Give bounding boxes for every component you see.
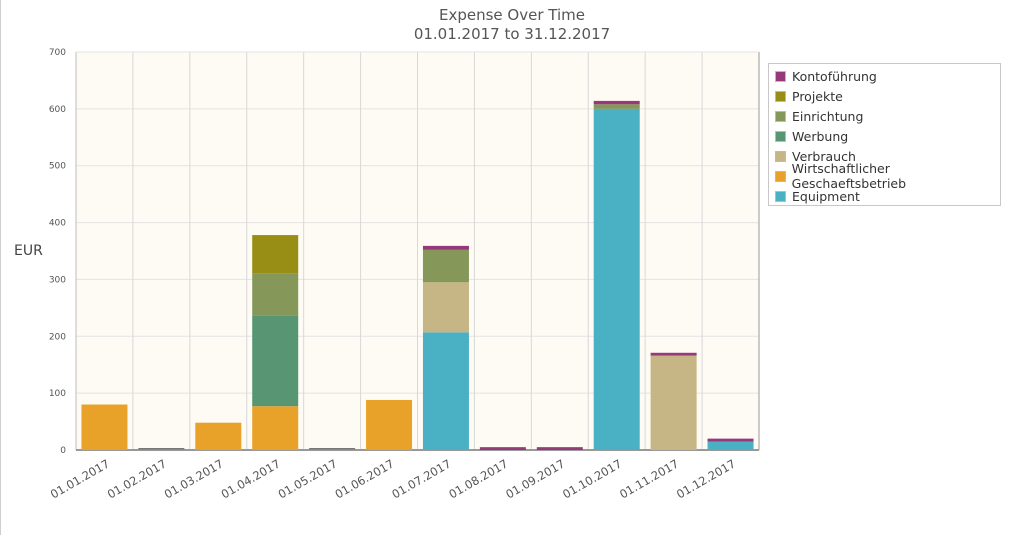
y-axis-label: EUR xyxy=(14,243,43,259)
legend-label: Werbung xyxy=(792,128,849,144)
bar-segment xyxy=(707,441,754,450)
bar-segment xyxy=(536,447,583,450)
legend-label: Kontoführung xyxy=(792,68,877,84)
bar-segment xyxy=(650,352,697,356)
bar-segment xyxy=(650,355,697,450)
bar-segment xyxy=(252,273,299,316)
bar-segment xyxy=(707,438,754,442)
chart-title-line1: Expense Over Time xyxy=(439,6,585,24)
legend-label: Projekte xyxy=(792,88,843,104)
legend-swatch xyxy=(775,110,786,122)
bar-segment xyxy=(422,282,469,333)
legend-item: Verbrauch xyxy=(775,146,1000,166)
y-tick-label: 700 xyxy=(49,48,66,58)
bar-segment xyxy=(252,315,299,407)
legend-item: Werbung xyxy=(775,126,1000,146)
bar-segment xyxy=(593,104,640,109)
x-tick-label: 01.07.2017 xyxy=(389,456,453,501)
legend-swatch xyxy=(775,130,786,142)
x-tick-label: 01.03.2017 xyxy=(162,456,226,501)
x-tick-label: 01.10.2017 xyxy=(560,456,624,501)
bar-segment xyxy=(366,399,413,450)
bar-segment xyxy=(252,406,299,450)
chart-title: Expense Over Time 01.01.2017 to 31.12.20… xyxy=(62,6,962,44)
legend-item: Kontoführung xyxy=(775,66,1000,86)
bar-segment xyxy=(422,332,469,450)
legend-item: Einrichtung xyxy=(775,106,1000,126)
legend-item: Equipment xyxy=(775,186,1000,206)
y-tick-label: 500 xyxy=(49,162,66,172)
legend-swatch xyxy=(775,190,786,202)
legend-label: Einrichtung xyxy=(792,108,864,124)
bar-empty xyxy=(138,448,185,450)
y-tick-label: 600 xyxy=(49,105,66,115)
legend-swatch xyxy=(775,70,786,82)
bar-segment xyxy=(479,447,526,450)
y-tick-label: 300 xyxy=(49,275,66,285)
x-tick-label: 01.01.2017 xyxy=(48,456,112,501)
x-tick-label: 01.12.2017 xyxy=(674,456,738,501)
x-tick-label: 01.08.2017 xyxy=(446,456,510,501)
bar-segment xyxy=(81,404,128,450)
bar-segment xyxy=(422,245,469,250)
legend-label: Verbrauch xyxy=(792,148,856,164)
bar-segment xyxy=(195,422,242,450)
bar-segment xyxy=(593,108,640,450)
x-tick-label: 01.04.2017 xyxy=(219,456,283,501)
legend: Kontoführung Projekte Einrichtung Werbung Ve… xyxy=(768,63,1001,206)
y-tick-label: 100 xyxy=(49,389,66,399)
legend-swatch xyxy=(775,90,786,102)
legend-item: Projekte xyxy=(775,86,1000,106)
legend-swatch xyxy=(775,150,786,162)
x-tick-label: 01.09.2017 xyxy=(503,456,567,501)
x-tick-label: 01.02.2017 xyxy=(105,456,169,501)
y-tick-label: 400 xyxy=(49,219,66,229)
bar-segment xyxy=(422,249,469,283)
legend-swatch xyxy=(775,170,786,182)
legend-item: Wirtschaftlicher Geschaeftsbetrieb xyxy=(775,161,1000,191)
bar-segment xyxy=(593,100,640,105)
chart-title-line2: 01.01.2017 to 31.12.2017 xyxy=(413,25,611,43)
legend-label: Wirtschaftlicher Geschaeftsbetrieb xyxy=(791,161,907,191)
bar-empty xyxy=(309,448,356,450)
legend-label: Equipment xyxy=(792,188,860,204)
x-tick-label: 01.06.2017 xyxy=(333,456,397,501)
bar-segment xyxy=(252,235,299,274)
y-tick-label: 200 xyxy=(49,332,66,342)
x-tick-label: 01.05.2017 xyxy=(276,456,340,501)
y-tick-label: 0 xyxy=(60,446,66,456)
x-tick-label: 01.11.2017 xyxy=(617,456,681,501)
